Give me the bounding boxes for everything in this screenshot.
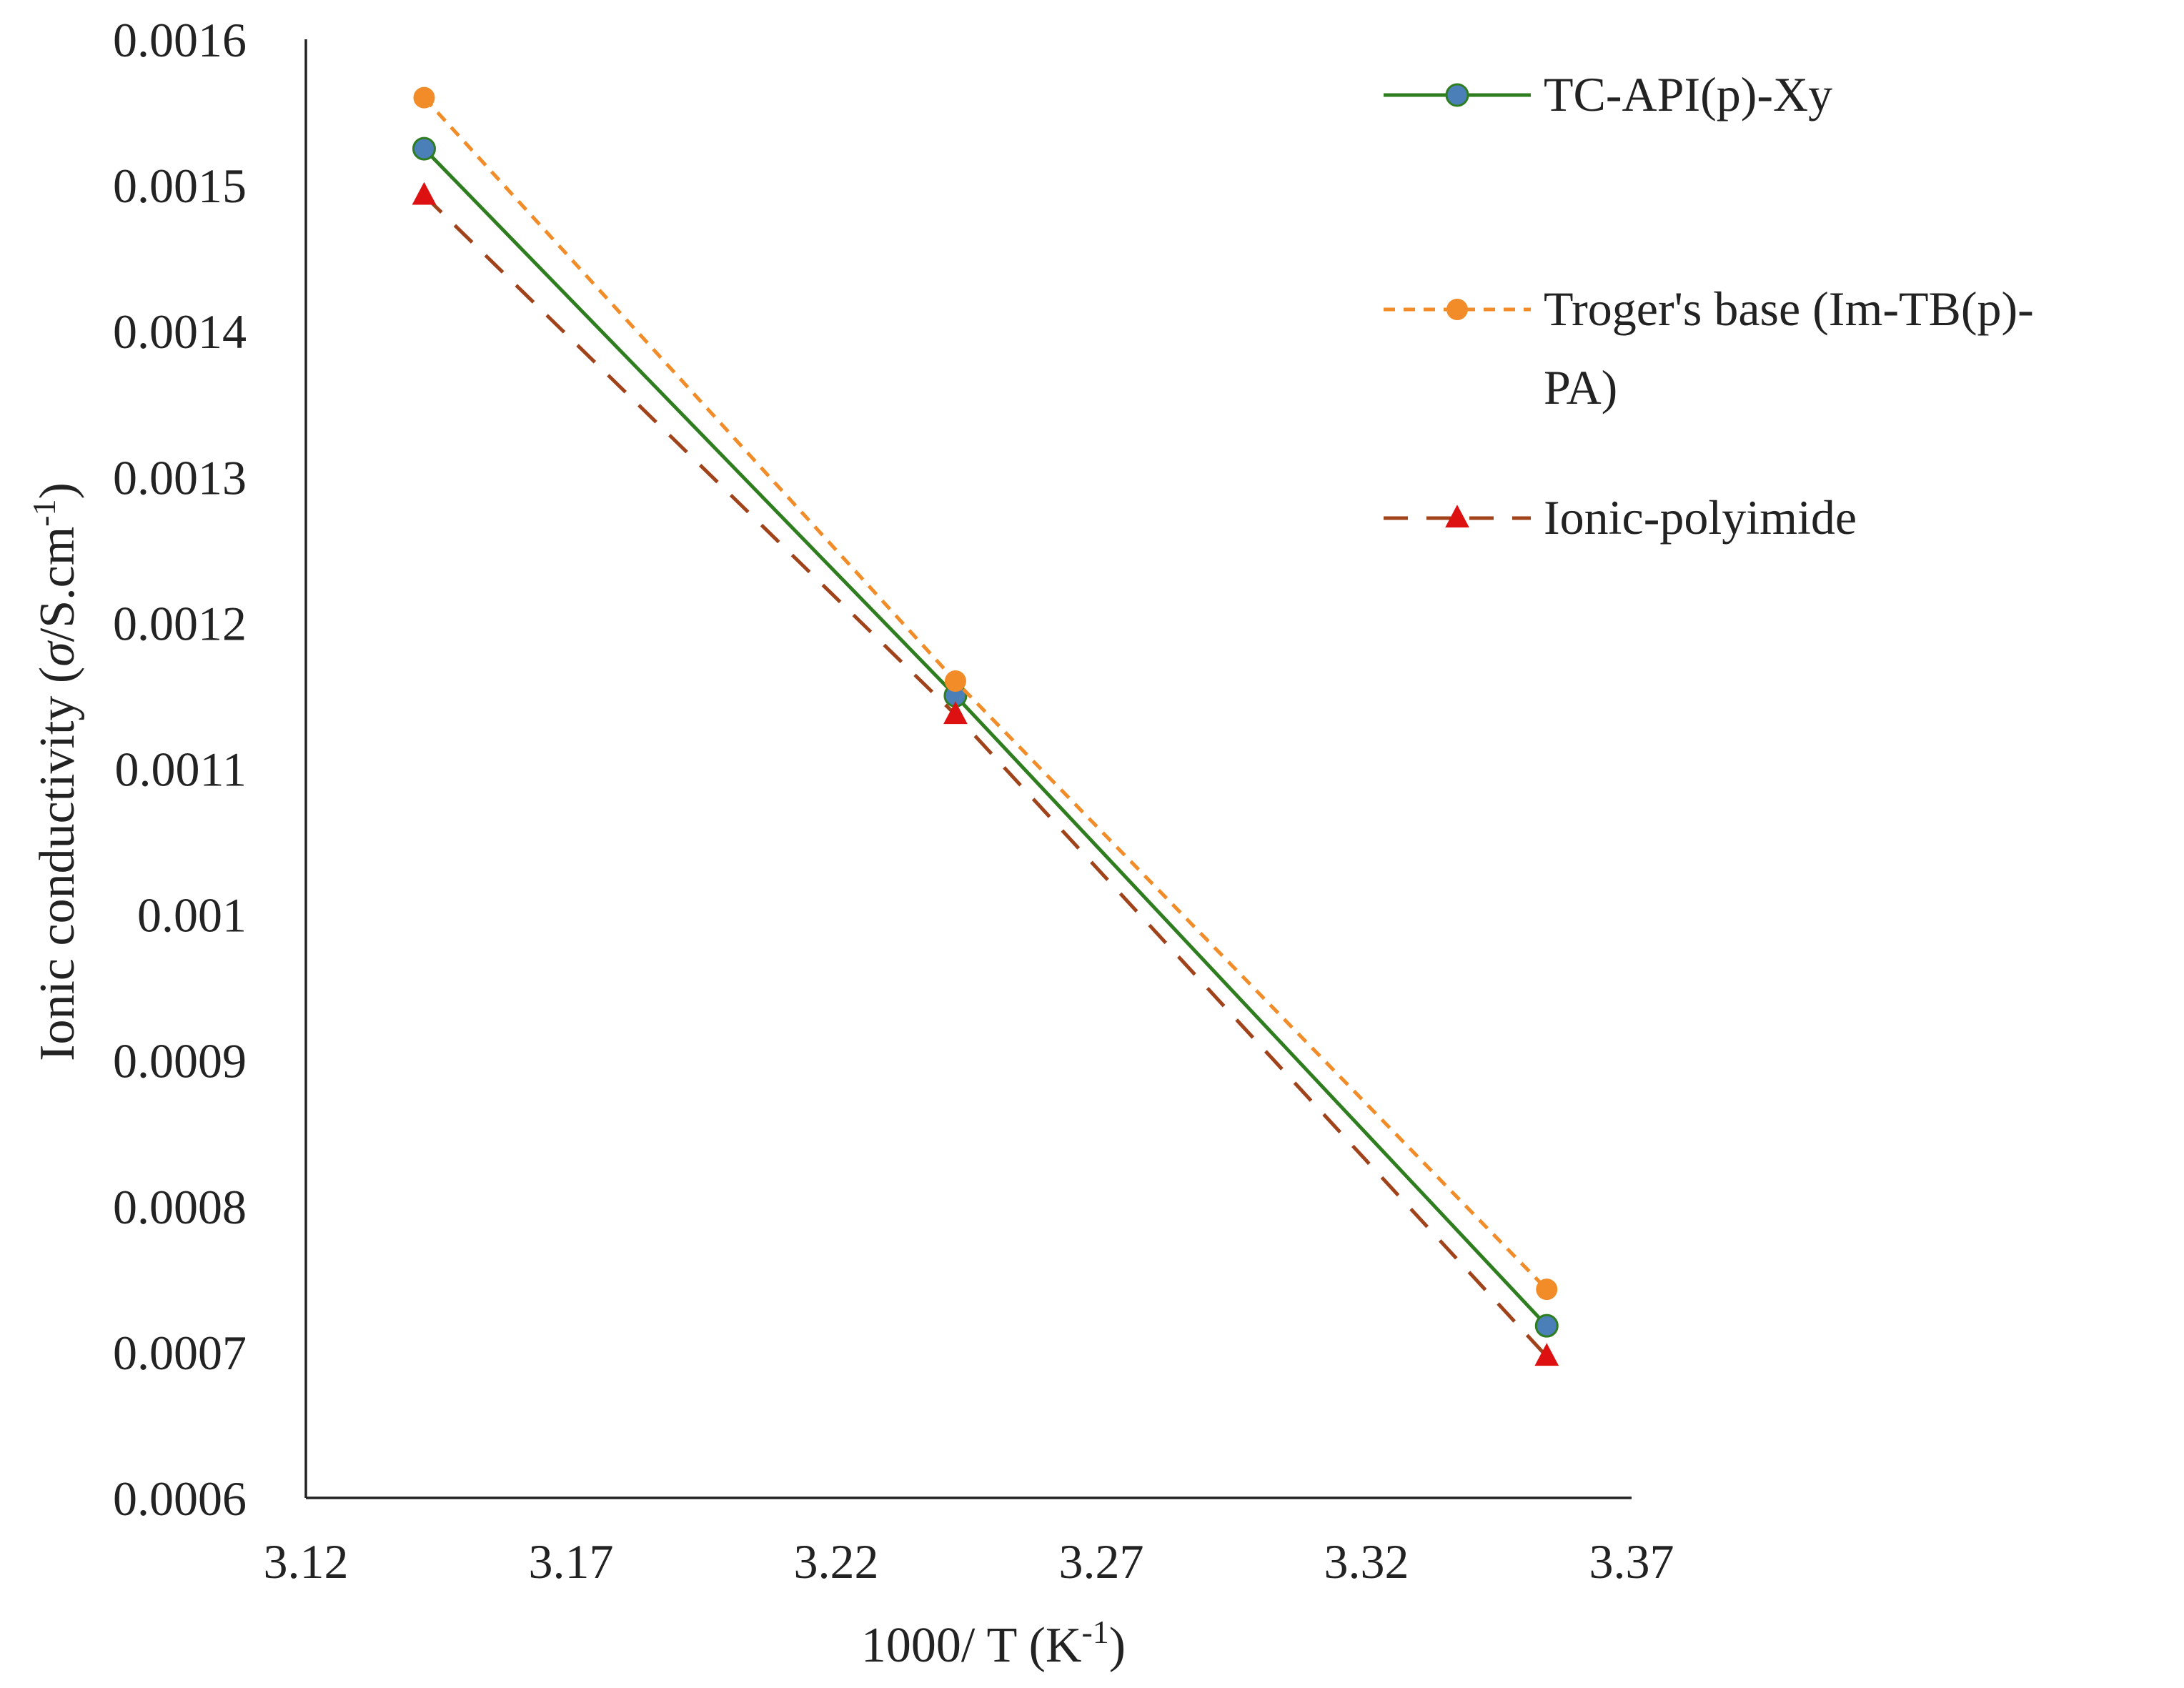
y-tick-label: 0.0009 [113, 1034, 247, 1088]
x-tick-label: 3.12 [264, 1534, 349, 1589]
y-tick-label: 0.0013 [113, 450, 247, 505]
series-line [422, 96, 1549, 1291]
data-point [1536, 1279, 1558, 1301]
x-tick-label: 3.27 [1059, 1534, 1144, 1589]
series-line [422, 147, 1549, 1327]
legend-label: Ionic-polyimide [1544, 490, 1857, 545]
series-2 [412, 182, 1559, 1366]
y-axis-title: Ionic conductivity (σ/S.cm-1) [26, 482, 85, 1061]
axes [304, 39, 1632, 1499]
x-tick-label: 3.32 [1324, 1534, 1409, 1589]
legend-label: PA) [1544, 360, 1617, 414]
series-0 [412, 136, 1559, 1338]
x-tick-label: 3.17 [529, 1534, 614, 1589]
data-point [413, 86, 435, 109]
legend-label: Troger's base (Im-TB(p)- [1544, 282, 2034, 336]
data-point [1534, 1343, 1559, 1366]
legend-label: TC-API(p)-Xy [1544, 67, 1832, 121]
legend-marker [1445, 505, 1469, 528]
x-tick-label: 3.37 [1589, 1534, 1674, 1589]
series-line [422, 194, 1549, 1358]
y-tick-label: 0.0006 [113, 1471, 247, 1526]
data-point [1534, 1314, 1559, 1338]
y-tick-label: 0.001 [137, 888, 247, 943]
data-point [944, 670, 966, 692]
y-tick-label: 0.0014 [113, 304, 247, 359]
y-tick-label: 0.0015 [113, 159, 247, 213]
legend-marker [1446, 299, 1468, 320]
series-1 [413, 86, 1558, 1301]
series-layer [412, 86, 1559, 1366]
x-tick-label: 3.22 [794, 1534, 879, 1589]
x-tick-labels: 3.12 3.17 3.22 3.27 3.32 3.37 [264, 1534, 1674, 1589]
legend-marker [1445, 83, 1469, 107]
y-tick-labels: 0.0006 0.0007 0.0008 0.0009 0.001 0.0011 0.001… [113, 13, 247, 1526]
y-tick-label: 0.0016 [113, 13, 247, 67]
data-point [412, 136, 436, 161]
y-tick-label: 0.0012 [113, 596, 247, 650]
y-tick-label: 0.0008 [113, 1180, 247, 1234]
y-tick-label: 0.0011 [115, 743, 247, 797]
x-axis-title: 1000/ T (K-1) [861, 1614, 1126, 1673]
legend: TC-API(p)-Xy Troger's base (Im-TB(p)- PA) I… [1384, 67, 2034, 545]
data-point [943, 701, 968, 725]
data-point [412, 182, 437, 205]
y-tick-label: 0.0007 [113, 1326, 247, 1380]
